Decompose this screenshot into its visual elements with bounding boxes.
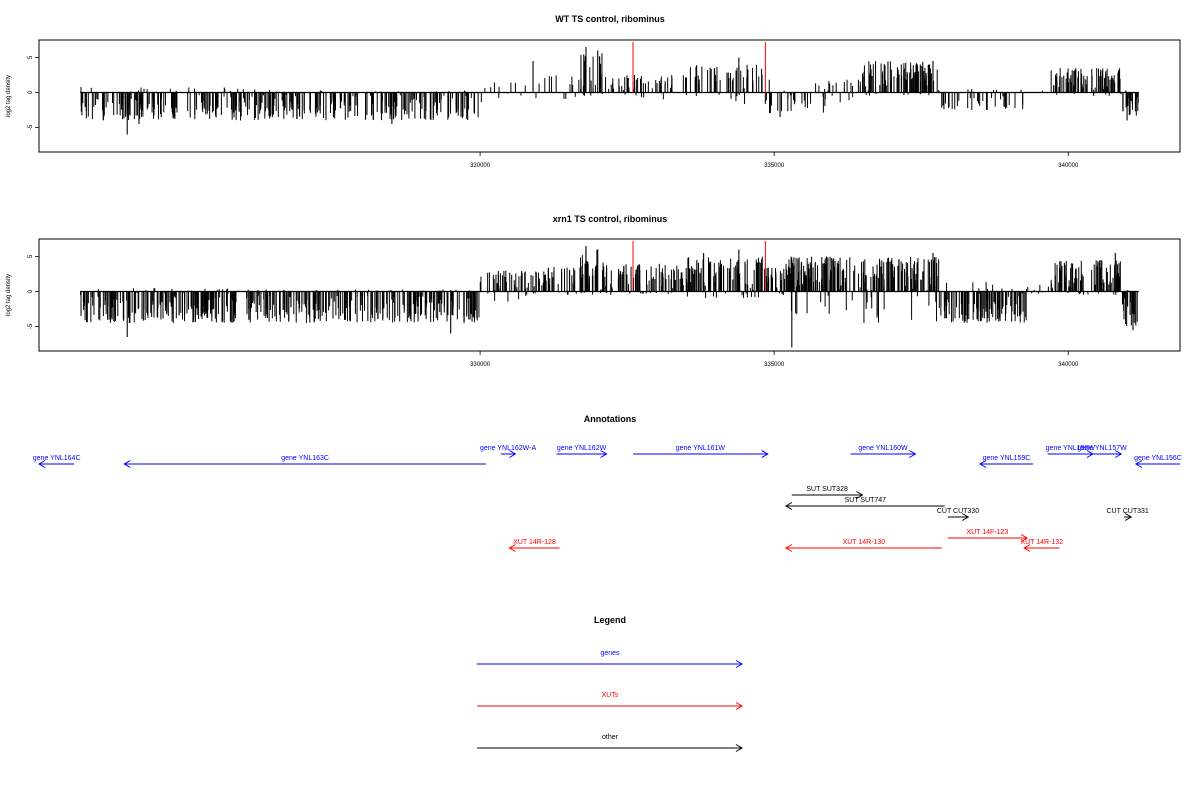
- annotation-feature-label: XUT 14R-130: [843, 539, 886, 546]
- annotation-feature: gene YNL156C: [1134, 455, 1182, 468]
- annotation-feature: CUT CUT330: [937, 508, 979, 521]
- legend-item: XUTs: [477, 692, 743, 710]
- wt-marker-lines: [632, 42, 766, 93]
- annotations-track: Annotations gene YNL164C gene YNL163Cgene…: [33, 414, 1182, 552]
- annotation-feature-label: XUT 14R-128: [513, 539, 556, 546]
- xrn1-y-tick-label: -5: [28, 323, 34, 329]
- xrn1-marker-lines: [632, 241, 766, 292]
- annotation-feature: gene YNL161W: [633, 445, 769, 458]
- wt-y-axis-label: log2 tag density: [6, 75, 12, 117]
- annotation-feature-arrowhead: [962, 513, 970, 521]
- legend-item-arrowhead: [735, 702, 743, 710]
- annotation-feature-label: XUT 14R-132: [1020, 539, 1063, 546]
- annotation-feature-label: gene YNL159C: [983, 455, 1031, 462]
- annotation-feature-label: gene YNL163C: [281, 455, 329, 462]
- annotation-feature-label: gene YNL164C: [33, 455, 81, 462]
- xrn1-y-tick-label: 0: [28, 289, 34, 293]
- xrn1-coverage-bars: [80, 246, 1139, 348]
- wt-coverage-panel: WT TS control, ribominus log2 tag densit…: [6, 14, 1181, 169]
- xrn1-panel-title: xrn1 TS control, ribominus: [553, 214, 668, 224]
- annotation-feature-label: gene YNL161W: [676, 445, 726, 452]
- wt-y-tick-label: 0: [28, 90, 34, 94]
- wt-coverage-bars: [80, 47, 1139, 135]
- annotation-feature-arrowhead: [909, 450, 917, 458]
- legend-item: other: [477, 734, 743, 752]
- wt-x-tick-label: 335000: [764, 163, 785, 169]
- xrn1-y-axis-label: log2 tag density: [6, 274, 12, 316]
- annotation-feature-arrowhead: [761, 450, 769, 458]
- xrn1-coverage-panel: xrn1 TS control, ribominus log2 tag dens…: [6, 214, 1181, 368]
- legend-items: genes XUTs other: [477, 650, 743, 752]
- legend-item-label: XUTs: [602, 692, 619, 699]
- annotation-feature-arrowhead: [508, 544, 516, 552]
- legend-title: Legend: [594, 615, 626, 625]
- annotation-feature-arrowhead: [784, 502, 793, 510]
- legend-item: genes: [477, 650, 743, 668]
- annotation-feature: XUT 14R-132: [1020, 539, 1063, 552]
- wt-panel-title: WT TS control, ribominus: [555, 14, 665, 24]
- annotation-feature: gene YNL162W: [556, 445, 608, 458]
- wt-plot-frame: [38, 39, 1181, 153]
- legend-item-label: genes: [600, 650, 620, 657]
- wt-x-tick-label: 330000: [470, 163, 491, 169]
- annotation-feature: gene YNL164C: [33, 455, 81, 468]
- annotation-feature-label: gene YNL162W-A: [480, 445, 536, 452]
- annotation-feature-arrowhead: [509, 450, 517, 458]
- annotation-feature-label: gene YNL160W: [858, 445, 908, 452]
- annotations-title: Annotations: [584, 414, 637, 424]
- xrn1-y-axis: -5 0 5: [28, 254, 39, 329]
- annotation-feature: gene YNL160W: [850, 445, 917, 458]
- annotation-feature-arrowhead: [1020, 534, 1029, 542]
- xrn1-plot-frame: [38, 238, 1181, 352]
- annotation-feature-arrowhead: [979, 460, 987, 468]
- annotation-feature-arrowhead: [1114, 450, 1123, 458]
- annotation-feature: gene YNL162W-A: [480, 445, 536, 458]
- annotation-feature: SUT SUT747: [784, 497, 945, 510]
- annotation-feature-arrowhead: [856, 491, 864, 499]
- annotation-feature-arrowhead: [784, 544, 793, 552]
- wt-y-tick-label: -5: [28, 124, 34, 130]
- annotation-feature-label: CUT CUT330: [937, 508, 979, 515]
- wt-x-tick-label: 340000: [1058, 163, 1079, 169]
- annotation-feature: XUT 14R-130: [784, 539, 942, 552]
- legend-item-arrowhead: [735, 660, 743, 668]
- annotation-feature: XUT 14R-128: [508, 539, 560, 552]
- annotation-feature: XUT 14F-123: [947, 529, 1029, 542]
- legend: Legend genes XUTs other: [477, 615, 743, 752]
- annotation-feature-arrowhead: [38, 460, 46, 468]
- xrn1-x-tick-label: 335000: [764, 362, 785, 368]
- wt-y-tick-label: 5: [28, 55, 34, 59]
- annotation-feature-label: CUT CUT331: [1107, 508, 1149, 515]
- annotation-feature: gene YNL159C: [979, 455, 1033, 468]
- wt-x-axis: 330000 335000 340000: [470, 152, 1079, 169]
- xrn1-y-tick-label: 5: [28, 254, 34, 258]
- annotation-features: gene YNL164C gene YNL163C gene YNL162W-A ge…: [33, 445, 1182, 552]
- legend-item-label: other: [602, 734, 619, 741]
- xrn1-x-tick-label: 330000: [470, 362, 491, 368]
- annotation-feature: gene YNL163C: [123, 455, 486, 468]
- annotation-feature-arrowhead: [123, 460, 131, 468]
- annotation-feature-label: gene YNL156C: [1134, 455, 1182, 462]
- xrn1-x-tick-label: 340000: [1058, 362, 1079, 368]
- annotation-feature-label: gene YNL158W: [1046, 445, 1096, 452]
- annotation-feature-arrowhead: [1134, 460, 1143, 468]
- annotation-feature: SUT SUT328: [791, 486, 864, 499]
- annotation-feature-label: SUT SUT747: [845, 497, 887, 504]
- xrn1-x-axis: 330000 335000 340000: [470, 351, 1079, 368]
- annotation-feature-arrowhead: [1124, 513, 1133, 521]
- annotation-feature-label: gene YNL157W: [1077, 445, 1127, 452]
- annotation-feature-arrowhead: [1023, 544, 1031, 552]
- legend-item-arrowhead: [735, 744, 743, 752]
- annotation-feature-label: SUT SUT328: [806, 486, 848, 493]
- wt-y-axis: -5 0 5: [28, 55, 39, 130]
- annotation-feature: gene YNL157W: [1077, 445, 1127, 458]
- annotation-feature: CUT CUT331: [1107, 508, 1149, 521]
- annotation-feature-label: XUT 14F-123: [966, 529, 1008, 536]
- annotation-feature-arrowhead: [600, 450, 608, 458]
- annotation-feature-label: gene YNL162W: [557, 445, 607, 452]
